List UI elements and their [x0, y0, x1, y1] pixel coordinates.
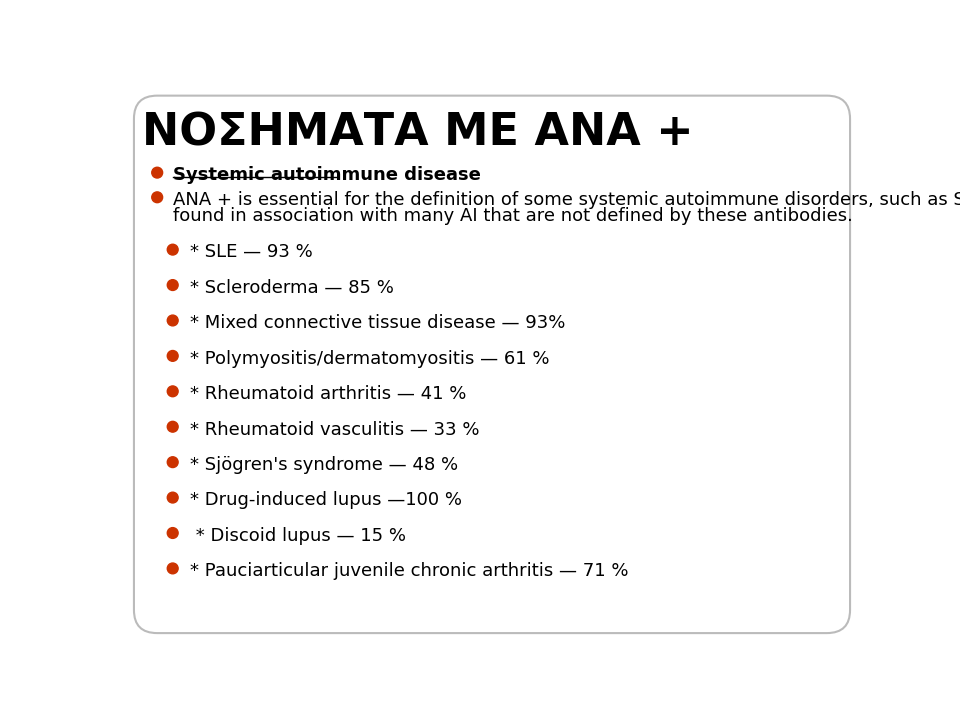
Circle shape	[167, 421, 179, 432]
Circle shape	[167, 386, 179, 397]
Text: * SLE — 93 %: * SLE — 93 %	[190, 243, 313, 261]
Circle shape	[152, 192, 162, 202]
Text: * Rheumatoid arthritis — 41 %: * Rheumatoid arthritis — 41 %	[190, 385, 467, 403]
Circle shape	[167, 563, 179, 574]
Text: * Rheumatoid vasculitis — 33 %: * Rheumatoid vasculitis — 33 %	[190, 420, 479, 438]
Circle shape	[152, 167, 162, 178]
Text: ANA + is essential for the definition of some systemic autoimmune disorders, suc: ANA + is essential for the definition of…	[173, 191, 960, 209]
Text: * Polymyositis/dermatomyositis — 61 %: * Polymyositis/dermatomyositis — 61 %	[190, 350, 549, 368]
Text: * Drug-induced lupus —100 %: * Drug-induced lupus —100 %	[190, 492, 462, 510]
Circle shape	[167, 492, 179, 503]
Circle shape	[167, 315, 179, 326]
Text: * Scleroderma — 85 %: * Scleroderma — 85 %	[190, 279, 394, 297]
Text: * Discoid lupus — 15 %: * Discoid lupus — 15 %	[190, 527, 406, 545]
Text: * Sjögren's syndrome — 48 %: * Sjögren's syndrome — 48 %	[190, 456, 458, 474]
Circle shape	[167, 279, 179, 290]
Text: found in association with many AI that are not defined by these antibodies.: found in association with many AI that a…	[173, 207, 852, 225]
Circle shape	[167, 528, 179, 539]
Text: * Pauciarticular juvenile chronic arthritis — 71 %: * Pauciarticular juvenile chronic arthri…	[190, 562, 628, 580]
Text: ΝΟΣΗΜΑΤΑ ΜΕ ΑΝΑ +: ΝΟΣΗΜΑΤΑ ΜΕ ΑΝΑ +	[142, 111, 693, 154]
FancyBboxPatch shape	[134, 96, 850, 633]
Text: * Mixed connective tissue disease — 93%: * Mixed connective tissue disease — 93%	[190, 315, 565, 333]
Circle shape	[167, 456, 179, 467]
Circle shape	[167, 244, 179, 255]
Text: Systemic autoimmune disease: Systemic autoimmune disease	[173, 166, 481, 184]
Circle shape	[167, 351, 179, 361]
